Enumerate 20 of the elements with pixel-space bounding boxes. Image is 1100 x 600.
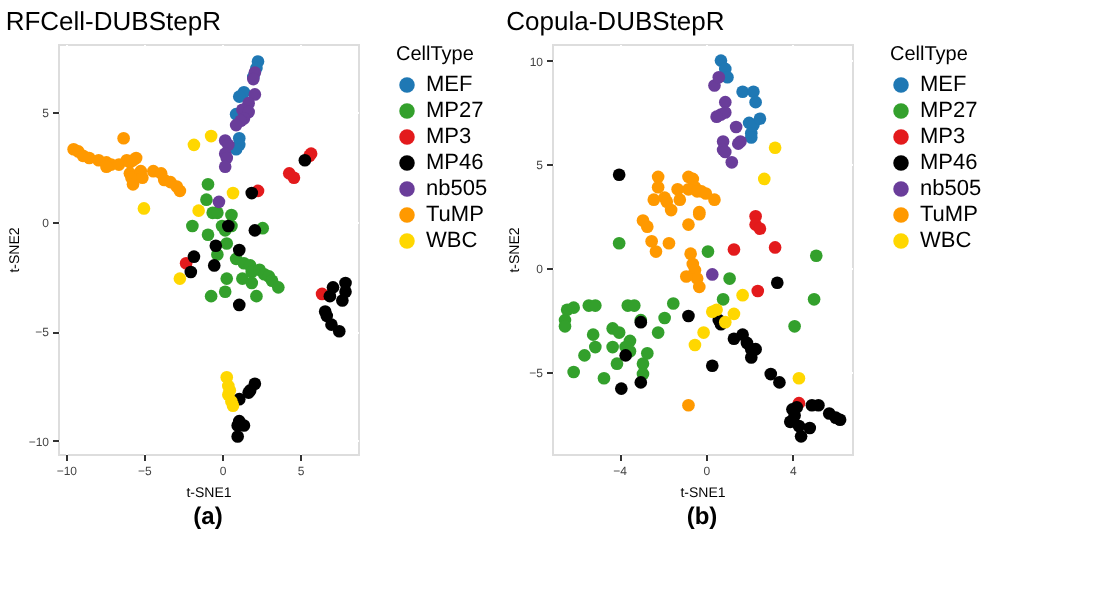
legend-label: MP27 bbox=[920, 99, 978, 123]
legend-label: MP3 bbox=[426, 125, 472, 149]
legend-title: CellType bbox=[396, 44, 475, 66]
chart-title: RFCell-DUBStepR bbox=[5, 6, 221, 36]
legend-label: TuMP bbox=[426, 203, 484, 227]
legend-title: CellType bbox=[890, 44, 969, 66]
legend-label: nb505 bbox=[426, 177, 488, 201]
legend-label: WBC bbox=[920, 229, 972, 253]
chart-title: Copula-DUBStepR bbox=[506, 6, 725, 36]
legend-label: MEF bbox=[920, 73, 967, 97]
legend-label: MP46 bbox=[426, 151, 484, 175]
legend-label: TuMP bbox=[920, 203, 978, 227]
text: (a) bbox=[193, 502, 223, 530]
legend-label: nb505 bbox=[920, 177, 982, 201]
legend-label: MP46 bbox=[920, 151, 978, 175]
legend-label: WBC bbox=[426, 229, 478, 253]
text: (b) bbox=[686, 502, 718, 530]
legend-label: MP3 bbox=[920, 125, 966, 149]
legend-label: MP27 bbox=[426, 99, 484, 123]
legend-label: MEF bbox=[426, 73, 473, 97]
